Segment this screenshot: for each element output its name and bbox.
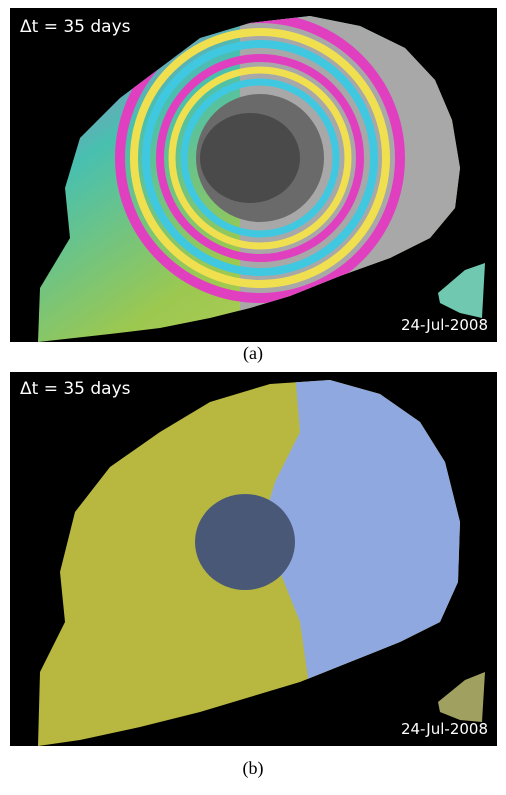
date-label: 24-Jul-2008 (401, 316, 488, 334)
image-a: Δt = 35 days 24-Jul-2008 (10, 8, 497, 342)
caption-a: (a) (0, 343, 506, 364)
interferogram-a: Δt = 35 days 24-Jul-2008 (10, 8, 497, 342)
image-b: Δt = 35 days 24-Jul-2008 (10, 372, 497, 746)
interferogram-b: Δt = 35 days 24-Jul-2008 (10, 372, 497, 746)
delta-t-label: Δt = 35 days (20, 17, 131, 37)
delta-t-label: Δt = 35 days (20, 379, 131, 399)
date-label: 24-Jul-2008 (401, 720, 488, 738)
caption-b: (b) (0, 758, 506, 779)
page: {"panels": [ {"annotation": "Δt = 35 day… (0, 0, 506, 795)
